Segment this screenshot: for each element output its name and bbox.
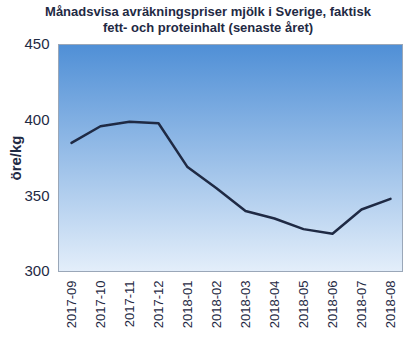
svg-text:2017-09: 2017-09 bbox=[64, 281, 79, 329]
svg-text:2018-04: 2018-04 bbox=[267, 281, 282, 329]
html-text:Månadsvisa avräkningspriser mj: Månadsvisa avräkningspriser mjölk i Sver… bbox=[45, 4, 371, 35]
svg-text:2017-11: 2017-11 bbox=[122, 281, 137, 328]
svg-text:2017-12: 2017-12 bbox=[151, 281, 166, 329]
svg-text:450: 450 bbox=[24, 36, 49, 52]
svg-text:2018-08: 2018-08 bbox=[383, 281, 398, 329]
svg-text:350: 350 bbox=[24, 187, 49, 204]
svg-text:2018-05: 2018-05 bbox=[296, 281, 311, 329]
svg-text:2018-06: 2018-06 bbox=[325, 281, 340, 329]
svg-text:2018-01: 2018-01 bbox=[180, 281, 195, 329]
svg-text:2018-07: 2018-07 bbox=[354, 281, 369, 329]
svg-text:öre/kg: öre/kg bbox=[7, 135, 24, 180]
svg-text:2018-02: 2018-02 bbox=[209, 281, 224, 329]
svg-text:2017-10: 2017-10 bbox=[93, 281, 108, 329]
svg-text:2018-03: 2018-03 bbox=[238, 281, 253, 329]
svg-text:400: 400 bbox=[24, 111, 49, 128]
svg-text:300: 300 bbox=[24, 262, 49, 279]
